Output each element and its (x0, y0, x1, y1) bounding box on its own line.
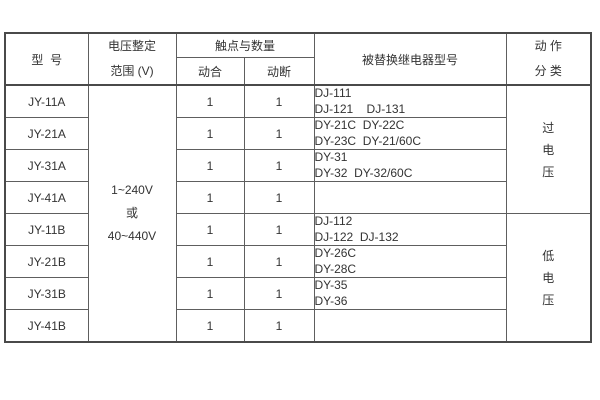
header-contact-nc: 动断 (243, 57, 315, 86)
action-class-overvoltage: 过 电 压 (505, 84, 592, 214)
contact-nc-cell: 1 (243, 117, 315, 150)
model-cell: JY-31A (4, 149, 89, 182)
contact-nc-cell: 1 (243, 309, 315, 343)
replaced-models-cell: DY-26C DY-28C (313, 245, 507, 278)
header-model: 型 号 (4, 32, 89, 86)
contact-no-cell: 1 (175, 84, 245, 118)
contact-no-cell: 1 (175, 117, 245, 150)
model-cell: JY-41B (4, 309, 89, 343)
header-contact-no: 动合 (175, 57, 245, 86)
contact-nc-cell: 1 (243, 149, 315, 182)
contact-nc-cell: 1 (243, 213, 315, 246)
model-cell: JY-31B (4, 277, 89, 310)
table-row-jy-31b: JY-31B 1 1 DY-35 DY-36 (4, 277, 591, 310)
contact-nc-cell: 1 (243, 181, 315, 214)
model-cell: JY-21A (4, 117, 89, 150)
table-row-jy-21b: JY-21B 1 1 DY-26C DY-28C (4, 245, 591, 278)
replaced-models-cell: DJ-112 DJ-122 DJ-132 (313, 213, 507, 246)
contact-no-cell: 1 (175, 245, 245, 278)
relay-spec-table: 型 号 电压整定 范围 (V) 触点与数量 被替换继电器型号 动 作 分 类 动… (4, 32, 593, 343)
action-class-undervoltage: 低 电 压 (505, 213, 592, 343)
contact-no-cell: 1 (175, 213, 245, 246)
header-row-sub: 动合 动断 (5, 57, 591, 86)
replaced-models-cell: DY-31 DY-32 DY-32/60C (313, 149, 507, 182)
header-row-top: 型 号 电压整定 范围 (V) 触点与数量 被替换继电器型号 动 作 分 类 (4, 32, 592, 86)
replaced-models-cell (313, 309, 507, 343)
replaced-models-cell: DJ-111 DJ-121 DJ-131 (313, 84, 507, 118)
model-cell: JY-11B (4, 213, 89, 246)
replaced-models-cell: DY-35 DY-36 (313, 277, 507, 310)
table-row-jy-21a: JY-21A 1 1 DY-21C DY-22C DY-23C DY-21/60… (4, 117, 591, 150)
header-action-class: 动 作 分 类 (505, 32, 592, 86)
contact-nc-cell: 1 (243, 84, 315, 118)
contact-nc-cell: 1 (243, 245, 315, 278)
replaced-models-cell: DY-21C DY-22C DY-23C DY-21/60C (313, 117, 507, 150)
header-contacts-group: 触点与数量 (175, 32, 315, 58)
contact-no-cell: 1 (175, 181, 245, 214)
model-cell: JY-41A (4, 181, 89, 214)
table-row-jy-31a: JY-31A 1 1 DY-31 DY-32 DY-32/60C (4, 149, 591, 182)
contact-no-cell: 1 (175, 277, 245, 310)
contact-no-cell: 1 (175, 309, 245, 343)
voltage-range-cell: 1~240V 或 40~440V (87, 84, 177, 343)
model-cell: JY-11A (4, 84, 89, 118)
model-cell: JY-21B (4, 245, 89, 278)
contact-nc-cell: 1 (243, 277, 315, 310)
contact-no-cell: 1 (175, 149, 245, 182)
table-row-jy-41b: JY-41B 1 1 (4, 309, 591, 343)
replaced-models-cell (313, 181, 507, 214)
header-voltage-range: 电压整定 范围 (V) (87, 32, 177, 86)
table-row-jy-11a: JY-11A 1~240V 或 40~440V 1 1 DJ-111 DJ-12… (4, 84, 592, 343)
header-replaced-models: 被替换继电器型号 (313, 32, 507, 86)
